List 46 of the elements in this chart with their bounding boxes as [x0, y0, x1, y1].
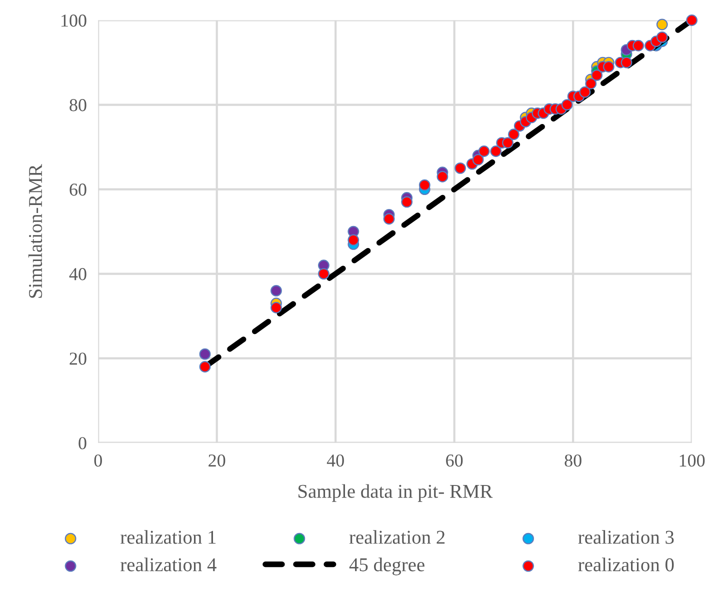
- point: [401, 196, 413, 208]
- x-tick-label: 100: [680, 454, 705, 467]
- point: [579, 86, 591, 98]
- x-tick-label: 40: [326, 454, 344, 467]
- point: [656, 31, 668, 43]
- point: [602, 61, 614, 72]
- point: [199, 361, 211, 372]
- point: [348, 234, 360, 246]
- y-tick-label: 20: [70, 352, 86, 365]
- point: [632, 40, 644, 52]
- point: [270, 302, 282, 314]
- y-tick-label: 80: [70, 99, 86, 112]
- point: [686, 14, 698, 26]
- y-tick-label: 0: [78, 437, 86, 450]
- legend-label: realization 3: [578, 530, 674, 544]
- x-tick-label: 60: [446, 454, 463, 467]
- point: [502, 137, 514, 149]
- point: [472, 154, 484, 166]
- legend-label: realization 2: [349, 530, 445, 544]
- y-tick-label: 40: [69, 268, 86, 280]
- point: [508, 128, 520, 140]
- x-tick-label: 0: [94, 454, 102, 467]
- point: [270, 285, 282, 296]
- y-tick-label: 60: [70, 184, 86, 196]
- point: [199, 348, 211, 360]
- point: [454, 162, 466, 174]
- x-tick-label: 20: [208, 454, 226, 467]
- point: [656, 18, 668, 30]
- point: [585, 78, 597, 90]
- point: [561, 99, 573, 110]
- legend-label: realization 1: [120, 530, 216, 544]
- point: [620, 56, 632, 68]
- point: [591, 69, 603, 81]
- x-axis-title: Sample data in pit- RMR: [298, 484, 493, 502]
- point: [490, 146, 502, 157]
- legend-label: realization 0: [578, 558, 674, 572]
- y-axis-title: Simulation-RMR: [28, 164, 42, 298]
- point: [436, 170, 448, 182]
- point: [418, 179, 430, 191]
- legend-label: realization 4: [120, 558, 216, 572]
- y-tick-label: 100: [62, 14, 86, 27]
- point: [478, 146, 490, 157]
- point: [318, 268, 330, 280]
- legend-label: 45 degree: [349, 558, 424, 576]
- x-tick-label: 80: [564, 454, 582, 467]
- point: [383, 213, 395, 225]
